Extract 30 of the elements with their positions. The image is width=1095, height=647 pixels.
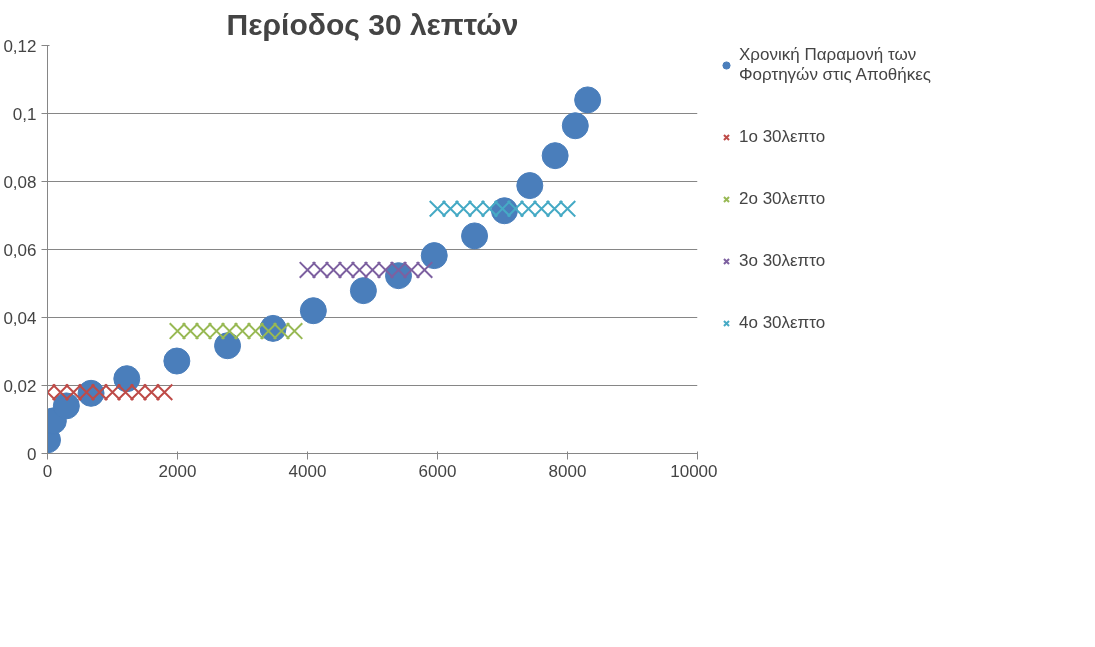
x-tick-label: 2000 bbox=[158, 461, 197, 481]
y-tick-label: 0,08 bbox=[3, 172, 37, 192]
point bbox=[420, 242, 448, 270]
point bbox=[52, 392, 80, 420]
point bbox=[541, 142, 569, 170]
x-tick-label: 0 bbox=[42, 461, 53, 481]
legend-label: 4ο 30λεπτο bbox=[739, 313, 826, 333]
point bbox=[349, 277, 377, 305]
chart-title: Περίοδος 30 λεπτών bbox=[226, 7, 519, 41]
legend-label: 3ο 30λεπτο bbox=[739, 251, 826, 271]
legend-label: 1ο 30λεπτο bbox=[739, 127, 826, 147]
x-tick-label: 4000 bbox=[288, 461, 327, 481]
point bbox=[574, 86, 602, 114]
point bbox=[299, 297, 327, 325]
y-tick-label: 0,1 bbox=[12, 104, 37, 124]
point bbox=[163, 347, 191, 375]
legend-label: 2ο 30λεπτο bbox=[739, 189, 826, 209]
legend-label: Χρονική Παραμονή των Φορτηγών στις Αποθήκες bbox=[739, 45, 932, 85]
x-tick-label: 10000 bbox=[670, 461, 718, 481]
point bbox=[214, 332, 242, 360]
point bbox=[516, 172, 544, 200]
y-tick-label: 0,12 bbox=[3, 36, 37, 56]
y-tick-label: 0,06 bbox=[3, 240, 37, 260]
x-tick-label: 6000 bbox=[418, 461, 457, 481]
y-tick-label: 0,02 bbox=[3, 376, 37, 396]
y-tick-label: 0,04 bbox=[3, 308, 37, 328]
point bbox=[461, 222, 489, 250]
point bbox=[561, 112, 589, 140]
x-tick-label: 8000 bbox=[548, 461, 587, 481]
y-tick-label: 0 bbox=[27, 444, 37, 464]
